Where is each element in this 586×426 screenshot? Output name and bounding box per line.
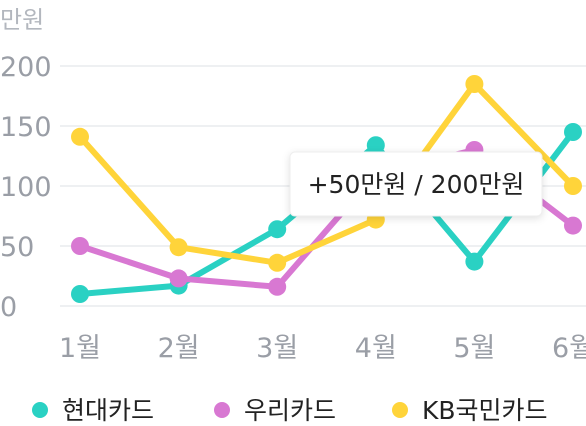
data-point[interactable] [465, 252, 484, 271]
tooltip-box [289, 151, 543, 217]
legend-label: 우리카드 [244, 396, 336, 425]
legend-item[interactable]: KB국민카드 [392, 396, 548, 425]
x-tick-label: 3월 [256, 333, 298, 364]
legend-marker [392, 402, 408, 418]
y-tick-label: 150 [0, 112, 52, 143]
y-tick-label: 0 [0, 292, 17, 323]
legend-label: 현대카드 [62, 396, 154, 425]
data-point[interactable] [268, 253, 287, 272]
data-point[interactable] [564, 216, 582, 235]
y-unit-label: 만원 [0, 6, 44, 34]
y-tick-label: 50 [0, 232, 34, 263]
legend-item[interactable]: 현대카드 [32, 396, 154, 425]
series-line [77, 81, 576, 266]
data-point[interactable] [268, 277, 287, 296]
tooltip-text: +50만원 / 200만원 [308, 170, 525, 199]
y-tick-label: 200 [0, 52, 52, 83]
x-tick-label: 2월 [158, 333, 200, 364]
y-axis-ticks: 0 50 100 150 200 [0, 52, 52, 323]
data-point[interactable] [71, 237, 89, 255]
data-point[interactable] [268, 220, 287, 239]
x-tick-label: 4월 [355, 333, 397, 364]
data-point[interactable] [465, 75, 484, 93]
data-point[interactable] [71, 127, 89, 146]
x-tick-label: 5월 [453, 333, 495, 364]
data-point[interactable] [564, 123, 582, 141]
x-tick-label: 1월 [59, 333, 101, 364]
y-tick-label: 100 [0, 172, 52, 203]
legend-item[interactable]: 우리카드 [214, 396, 336, 425]
x-axis-ticks: 1월 2월 3월 4월 5월 6월 [59, 333, 586, 364]
tooltip: +50만원 / 200만원 [289, 151, 543, 217]
data-point[interactable] [564, 177, 582, 195]
x-tick-label: 6월 [552, 333, 586, 364]
data-point[interactable] [71, 285, 89, 303]
legend-marker [32, 402, 48, 418]
data-point[interactable] [169, 238, 188, 257]
legend-marker [214, 402, 230, 418]
data-point[interactable] [366, 136, 385, 155]
legend-label: KB국민카드 [422, 396, 548, 425]
data-point[interactable] [169, 269, 188, 288]
legend: 현대카드 우리카드 KB국민카드 [32, 396, 548, 425]
